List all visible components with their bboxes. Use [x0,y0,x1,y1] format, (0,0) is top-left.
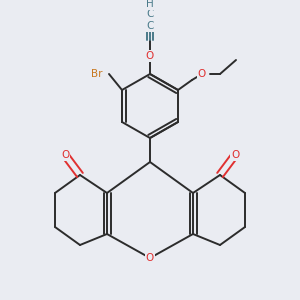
Text: O: O [61,150,69,160]
Text: O: O [146,253,154,263]
Text: O: O [198,69,206,79]
Text: Br: Br [91,69,103,79]
Text: C: C [146,21,154,31]
Text: O: O [146,51,154,61]
Text: C: C [146,9,154,19]
Text: H: H [146,0,154,9]
Text: O: O [231,150,239,160]
